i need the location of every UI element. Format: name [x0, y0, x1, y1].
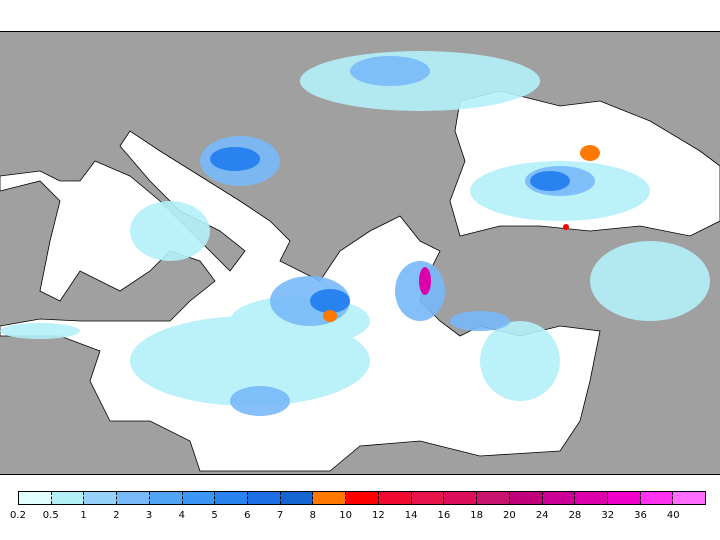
colorbar-box — [575, 492, 608, 504]
colorbar-box — [411, 492, 445, 504]
colorbar-box — [117, 492, 150, 504]
colorbar-box — [444, 492, 478, 504]
colorbar — [18, 491, 706, 505]
colorbar-box — [477, 492, 510, 504]
colorbar-label: 0.2 — [10, 510, 26, 521]
colorbar-box — [19, 492, 52, 504]
colorbar-label: 7 — [276, 510, 284, 521]
colorbar-box — [346, 492, 379, 504]
colorbar-label: 32 — [601, 510, 615, 521]
colorbar-box — [84, 492, 118, 504]
colorbar-label: 14 — [404, 510, 418, 521]
colorbar-label: 28 — [568, 510, 582, 521]
colorbar-labels: 0.2 0.5 1 2 3 4 5 6 7 8 10 12 14 16 18 20 24 28 32 36 40 — [10, 510, 706, 524]
map-canvas — [0, 32, 720, 474]
precipitation-map — [0, 31, 720, 475]
colorbar-box — [280, 492, 314, 504]
colorbar-box — [509, 492, 543, 504]
colorbar-label: 18 — [470, 510, 484, 521]
colorbar-box — [182, 492, 216, 504]
colorbar-box — [313, 492, 347, 504]
colorbar-label: 36 — [634, 510, 647, 521]
colorbar-label: 16 — [437, 510, 451, 521]
colorbar-label: 24 — [535, 510, 549, 521]
colorbar-label: 0.5 — [42, 510, 59, 521]
colorbar-box — [673, 492, 706, 504]
colorbar-box — [640, 492, 674, 504]
precip-heavy — [210, 147, 570, 313]
colorbar-label: 12 — [372, 510, 385, 521]
colorbar-label: 20 — [503, 510, 516, 521]
colorbar-label: 4 — [178, 510, 185, 521]
colorbar-label: 5 — [211, 510, 218, 521]
colorbar-box — [607, 492, 641, 504]
colorbar-box — [149, 492, 183, 504]
colorbar-box — [248, 492, 281, 504]
colorbar-label: 6 — [244, 510, 251, 521]
colorbar-label: 8 — [309, 510, 317, 521]
colorbar-label: 1 — [80, 510, 87, 521]
colorbar-box — [51, 492, 85, 504]
colorbar-label: 3 — [145, 510, 153, 521]
colorbar-label: 40 — [666, 510, 680, 521]
colorbar-label: 10 — [339, 510, 352, 521]
precip-light — [0, 51, 710, 406]
colorbar-box — [215, 492, 249, 504]
precip-extreme — [323, 145, 600, 322]
colorbar-label: 2 — [113, 510, 120, 521]
colorbar-box — [378, 492, 412, 504]
colorbar-box — [542, 492, 576, 504]
